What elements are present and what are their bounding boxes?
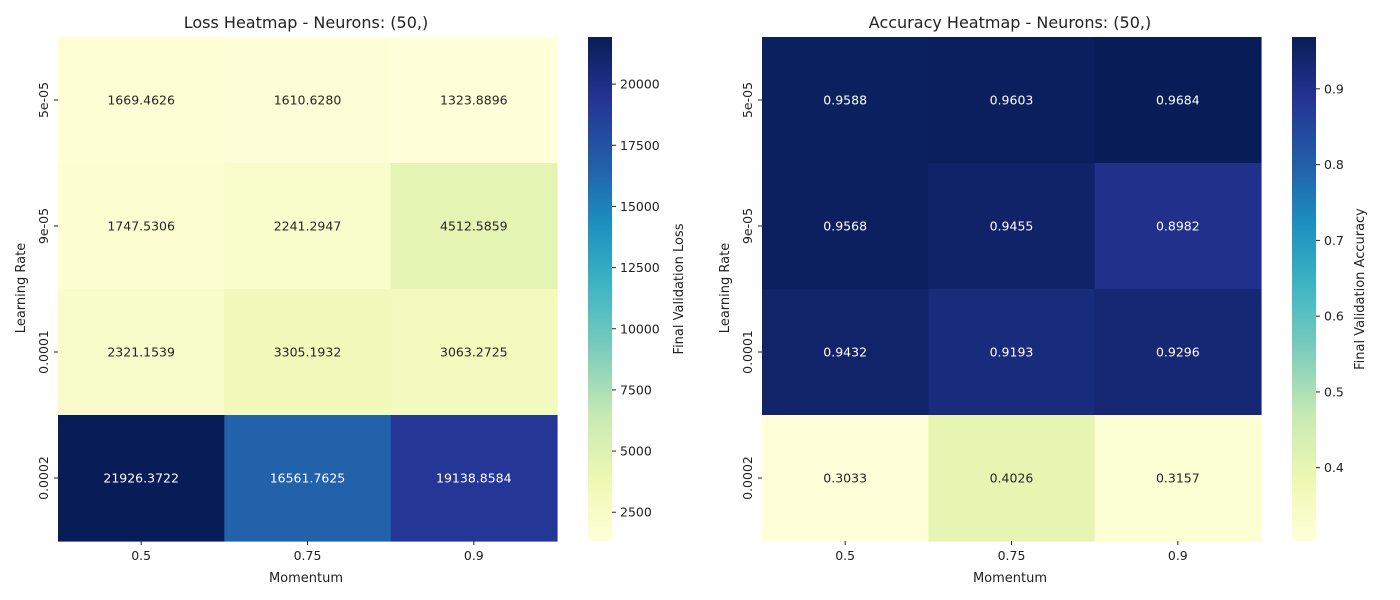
heatmap-cell	[224, 163, 392, 290]
cell-value-label: 1747.5306	[107, 219, 175, 234]
colorbar-tick-label: 5000	[620, 444, 652, 459]
x-tick-label: 0.5	[131, 548, 151, 563]
heatmap-cell	[928, 163, 1096, 290]
colorbar-ticks: 0.4 0.5 0.6 0.7 0.8 0.9	[1316, 81, 1344, 475]
loss-heatmap: Loss Heatmap - Neurons: (50,) 1669.4626 1…	[14, 13, 687, 586]
cell-value-label: 0.9455	[990, 219, 1034, 234]
colorbar-label: Final Validation Accuracy	[1353, 208, 1368, 370]
cell-value-label: 19138.8584	[436, 471, 512, 486]
heatmap-cell	[1094, 163, 1262, 290]
heatmap-cell	[224, 415, 392, 542]
cell-value-label: 1669.4626	[107, 93, 175, 108]
colorbar-tick-label: 0.5	[1324, 384, 1344, 399]
heatmap-cell	[928, 289, 1096, 416]
y-axis-ticks: 5e-05 9e-05 0.0001 0.0002	[740, 82, 762, 500]
colorbar	[588, 37, 612, 541]
heatmap-cells: 0.9588 0.9603 0.9684 0.9568 0.9455 0.8982 0.94…	[762, 37, 1262, 542]
heatmap-cell	[762, 163, 929, 290]
cell-value-label: 16561.7625	[270, 471, 346, 486]
colorbar-tick-label: 0.6	[1324, 309, 1344, 324]
cell-value-label: 4512.5859	[440, 219, 508, 234]
colorbar-ticks: 2500 5000 7500 10000 12500 15000 17500 20000	[612, 77, 660, 520]
heatmap-cell	[224, 289, 392, 416]
cell-value-label: 0.9588	[823, 93, 867, 108]
cell-value-label: 1610.6280	[274, 93, 342, 108]
heatmap-cell	[390, 415, 558, 542]
colorbar-tick-label: 0.8	[1324, 157, 1344, 172]
cell-value-label: 0.3033	[823, 471, 867, 486]
heatmap-cell	[58, 289, 225, 416]
cell-value-label: 1323.8896	[440, 93, 508, 108]
colorbar	[1292, 37, 1316, 541]
y-axis-label: Learning Rate	[718, 243, 733, 333]
heatmap-cell	[58, 163, 225, 290]
y-tick-label: 0.0001	[36, 330, 51, 374]
cell-value-label: 0.9296	[1156, 345, 1200, 360]
y-axis-label: Learning Rate	[14, 243, 29, 333]
heatmap-cell	[1094, 37, 1262, 164]
chart-title: Accuracy Heatmap - Neurons: (50,)	[869, 13, 1151, 32]
cell-value-label: 0.3157	[1156, 471, 1200, 486]
colorbar-tick-label: 10000	[620, 321, 660, 336]
x-tick-label: 0.75	[998, 548, 1026, 563]
cell-value-label: 0.9432	[823, 345, 867, 360]
y-tick-label: 5e-05	[740, 82, 755, 118]
heatmap-cell	[58, 37, 225, 164]
y-tick-label: 0.0001	[740, 330, 755, 374]
chart-title: Loss Heatmap - Neurons: (50,)	[184, 13, 428, 32]
colorbar-tick-label: 17500	[620, 138, 660, 153]
y-tick-label: 0.0002	[36, 456, 51, 500]
x-axis-label: Momentum	[269, 571, 343, 586]
heatmap-cell	[762, 289, 929, 416]
x-axis-ticks: 0.5 0.75 0.9	[835, 541, 1188, 563]
cell-value-label: 0.9193	[990, 345, 1034, 360]
heatmap-cell	[928, 415, 1096, 542]
cell-value-label: 0.8982	[1156, 219, 1200, 234]
y-tick-label: 9e-05	[36, 208, 51, 244]
cell-value-label: 2241.2947	[274, 219, 342, 234]
cell-value-label: 0.9603	[990, 93, 1034, 108]
heatmap-cell	[224, 37, 392, 164]
y-tick-label: 9e-05	[740, 208, 755, 244]
colorbar-tick-label: 15000	[620, 199, 660, 214]
colorbar-tick-label: 12500	[620, 260, 660, 275]
heatmap-cell	[58, 415, 225, 542]
colorbar-tick-label: 0.4	[1324, 460, 1344, 475]
y-tick-label: 5e-05	[36, 82, 51, 118]
colorbar-tick-label: 20000	[620, 77, 660, 92]
heatmap-cell	[762, 415, 929, 542]
heatmap-cell	[1094, 289, 1262, 416]
cell-value-label: 21926.3722	[103, 471, 179, 486]
x-tick-label: 0.5	[835, 548, 855, 563]
heatmap-cell	[390, 163, 558, 290]
accuracy-heatmap: Accuracy Heatmap - Neurons: (50,) 0.9588…	[718, 13, 1368, 586]
colorbar-tick-label: 2500	[620, 505, 652, 520]
colorbar-tick-label: 0.7	[1324, 233, 1344, 248]
x-tick-label: 0.75	[294, 548, 322, 563]
cell-value-label: 3063.2725	[440, 345, 508, 360]
cell-value-label: 2321.1539	[107, 345, 175, 360]
heatmap-cell	[762, 37, 929, 164]
heatmap-cell	[928, 37, 1096, 164]
cell-value-label: 0.9568	[823, 219, 867, 234]
cell-value-label: 3305.1932	[274, 345, 342, 360]
cell-value-label: 0.9684	[1156, 93, 1200, 108]
colorbar-tick-label: 0.9	[1324, 81, 1344, 96]
heatmap-cells: 1669.4626 1610.6280 1323.8896 1747.5306 2241…	[58, 37, 558, 542]
x-axis-ticks: 0.5 0.75 0.9	[131, 541, 484, 563]
colorbar-tick-label: 7500	[620, 382, 652, 397]
y-tick-label: 0.0002	[740, 456, 755, 500]
heatmap-cell	[390, 37, 558, 164]
y-axis-ticks: 5e-05 9e-05 0.0001 0.0002	[36, 82, 58, 500]
heatmap-cell	[390, 289, 558, 416]
heatmap-cell	[1094, 415, 1262, 542]
x-axis-label: Momentum	[973, 571, 1047, 586]
x-tick-label: 0.9	[1168, 548, 1188, 563]
cell-value-label: 0.4026	[990, 471, 1034, 486]
colorbar-label: Final Validation Loss	[672, 223, 687, 354]
x-tick-label: 0.9	[464, 548, 484, 563]
